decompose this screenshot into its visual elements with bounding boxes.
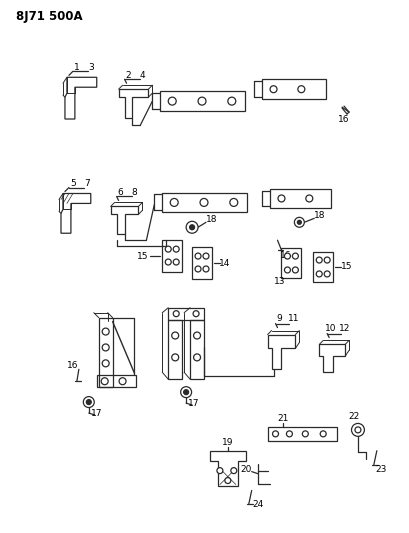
Circle shape (277, 195, 284, 202)
Text: 11: 11 (287, 314, 299, 323)
Text: 24: 24 (252, 500, 263, 509)
Circle shape (324, 271, 329, 277)
Text: 12: 12 (339, 324, 350, 333)
Text: 13: 13 (273, 277, 285, 286)
Circle shape (102, 344, 109, 351)
Text: 23: 23 (374, 465, 386, 474)
Circle shape (101, 378, 108, 385)
Text: 18: 18 (313, 211, 324, 220)
Text: 5: 5 (70, 179, 76, 188)
Circle shape (270, 86, 276, 93)
Circle shape (102, 360, 109, 367)
Text: 4: 4 (139, 71, 145, 80)
Circle shape (193, 354, 200, 361)
Text: 8J71 500A: 8J71 500A (16, 10, 83, 23)
Circle shape (193, 332, 200, 339)
Circle shape (224, 478, 230, 483)
Circle shape (173, 311, 179, 317)
Circle shape (202, 266, 209, 272)
Circle shape (272, 431, 278, 437)
Circle shape (294, 217, 303, 227)
Circle shape (195, 253, 200, 259)
Circle shape (305, 195, 312, 202)
Circle shape (315, 257, 321, 263)
Text: 16: 16 (67, 361, 79, 370)
Circle shape (292, 253, 298, 259)
Circle shape (83, 397, 94, 408)
Circle shape (286, 431, 292, 437)
Circle shape (168, 97, 176, 105)
Circle shape (200, 198, 207, 206)
Text: 22: 22 (348, 413, 359, 422)
Circle shape (216, 467, 222, 474)
Circle shape (183, 390, 188, 394)
Text: 21: 21 (277, 415, 288, 423)
Circle shape (284, 267, 290, 273)
Circle shape (319, 431, 326, 437)
Circle shape (202, 253, 209, 259)
Circle shape (171, 354, 178, 361)
Circle shape (195, 266, 200, 272)
Circle shape (230, 467, 236, 474)
Text: 16: 16 (337, 116, 349, 125)
Circle shape (86, 400, 91, 405)
Text: 16: 16 (279, 251, 290, 260)
Circle shape (297, 86, 304, 93)
Circle shape (354, 427, 360, 433)
Text: 7: 7 (84, 179, 90, 188)
Circle shape (324, 257, 329, 263)
Circle shape (189, 225, 194, 230)
Circle shape (198, 97, 205, 105)
Text: 18: 18 (206, 215, 217, 224)
Circle shape (301, 431, 308, 437)
Text: 20: 20 (239, 465, 251, 474)
Circle shape (180, 386, 191, 398)
Circle shape (186, 221, 198, 233)
Circle shape (170, 198, 178, 206)
Circle shape (173, 259, 179, 265)
Circle shape (229, 198, 237, 206)
Circle shape (171, 332, 178, 339)
Text: 9: 9 (276, 314, 282, 323)
Circle shape (193, 311, 198, 317)
Text: 10: 10 (325, 324, 336, 333)
Text: 19: 19 (222, 438, 233, 447)
Text: 15: 15 (340, 262, 352, 271)
Text: 17: 17 (91, 408, 102, 417)
Circle shape (102, 328, 109, 335)
Circle shape (315, 271, 321, 277)
Circle shape (165, 246, 171, 252)
Circle shape (227, 97, 235, 105)
Text: 14: 14 (219, 259, 230, 268)
Text: 2: 2 (126, 71, 131, 80)
Circle shape (297, 220, 301, 224)
Text: 17: 17 (188, 399, 199, 408)
Circle shape (292, 267, 298, 273)
Circle shape (351, 423, 364, 437)
Circle shape (165, 259, 171, 265)
Circle shape (284, 253, 290, 259)
Circle shape (119, 378, 126, 385)
Text: 8: 8 (131, 188, 137, 197)
Circle shape (173, 246, 179, 252)
Text: 1: 1 (74, 63, 80, 72)
Text: 6: 6 (117, 188, 123, 197)
Text: 3: 3 (88, 63, 93, 72)
Text: 15: 15 (136, 252, 148, 261)
